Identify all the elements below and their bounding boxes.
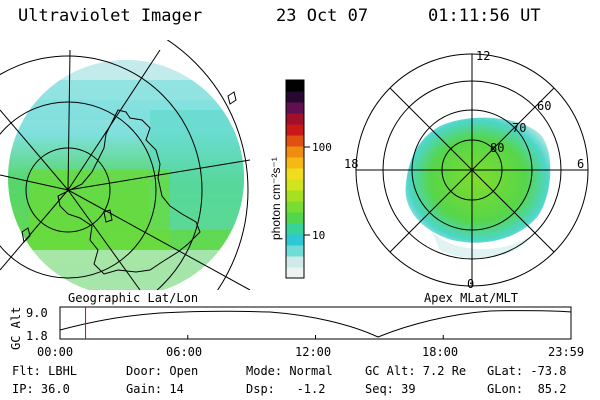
timeline-frame [59,306,572,340]
colorbar-band [286,157,304,169]
mlt-label-18: 18 [344,157,358,171]
colorbar-band [286,201,304,213]
altitude-timeline: GC Alt 9.0 1.8 [9,306,572,350]
altitude-curve [59,310,572,338]
colorbar-band [286,135,304,147]
longitude-grid [0,49,251,290]
colorbar-band [286,168,304,180]
colorbar-frame [285,79,305,279]
mlat-label-60: 60 [537,99,551,113]
colorbar-band [286,124,304,136]
latitude-grid [0,40,249,290]
mlat-label-70: 70 [512,121,526,135]
colorbar-band [286,212,304,224]
time-tick-1: 06:00 [166,345,203,359]
colorbar-band [286,245,304,257]
timeline-y-label: GC Alt [9,307,23,350]
mlt-label-6: 6 [577,157,584,171]
colorbar-band [286,234,304,246]
status-ip: IP: 36.0 [12,382,70,396]
status-glon: GLon: 85.2 [487,382,567,396]
colorbar-band [286,113,304,125]
mlt-grid [356,54,588,286]
colorbar-band [286,223,304,235]
time-tick-4: 23:59 [548,345,585,359]
colorbar-unit-label: photon cm⁻²s⁻¹ [269,157,283,240]
status-glat: GLat: -73.8 [487,364,567,378]
colorbar-band [286,80,304,92]
time-tick-3: 18:00 [422,345,459,359]
right-aurora-image [405,117,551,259]
colorbar-band [286,102,304,114]
island-outline [21,91,237,244]
status-gain: Gain: 14 [126,382,184,396]
continent-outline [57,109,201,275]
magnetic-panel: 12 0 18 6 60 70 80 [344,49,589,291]
instrument-title: Ultraviolet Imager [18,6,203,26]
colorbar-tick-100: 100 [312,141,332,154]
timeline-y-tick-high: 9.0 [26,306,48,320]
geographic-caption: Geographic Lat/Lon [68,291,198,305]
left-aurora-image [8,60,244,290]
date-label: 23 Oct 07 [276,6,369,26]
colorbar-band [286,146,304,158]
colorbar-band [286,91,304,103]
colorbar-band [286,190,304,202]
mlt-label-12: 12 [476,49,490,63]
status-seq: Seq: 39 [365,382,416,396]
colorbar-band [286,267,304,279]
timeline-y-tick-low: 1.8 [26,329,48,343]
status-mode: Mode: Normal [246,364,333,378]
time-label: 01:11:56 UT [428,6,541,26]
status-dsp: Dsp: -1.2 [246,382,326,396]
magnetic-caption: Apex MLat/MLT [424,291,518,305]
colorbar-tick-10: 10 [312,229,325,242]
mlt-label-0: 0 [467,277,474,291]
status-filter: Flt: LBHL [12,364,78,378]
time-tick-0: 00:00 [37,345,74,359]
colorbar [285,79,305,279]
time-tick-2: 12:00 [295,345,332,359]
mlat-label-80: 80 [490,141,504,155]
status-door: Door: Open [126,364,199,378]
status-gc-alt: GC Alt: 7.2 Re [365,364,467,378]
colorbar-band [286,179,304,191]
geographic-panel [0,40,251,290]
colorbar-band [286,256,304,268]
